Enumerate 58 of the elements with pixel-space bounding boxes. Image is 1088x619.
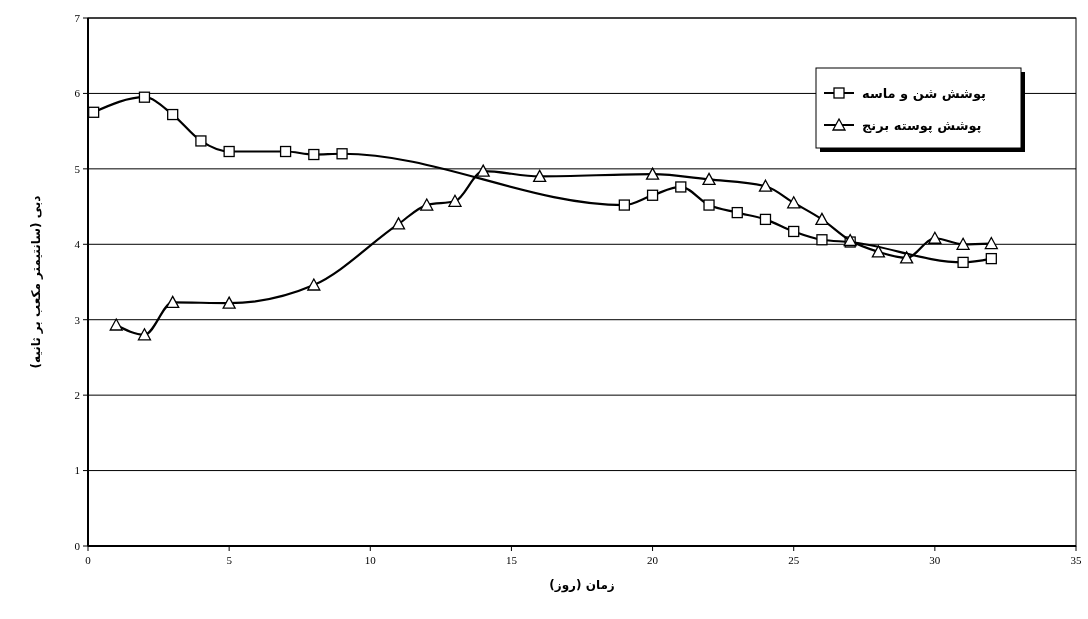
point bbox=[816, 234, 828, 246]
point bbox=[815, 212, 829, 226]
point bbox=[731, 206, 743, 219]
y-axis-title: دبی (سانتیمتر مکعب بر ثانیه) bbox=[29, 195, 43, 369]
y-tick-label: 0 bbox=[74, 539, 81, 552]
point bbox=[336, 148, 348, 160]
x-tick-label: 5 bbox=[226, 554, 233, 566]
point bbox=[307, 278, 321, 291]
point bbox=[899, 251, 914, 264]
point bbox=[985, 252, 997, 265]
point bbox=[871, 245, 886, 258]
point bbox=[279, 145, 292, 158]
y-tick-label: 5 bbox=[74, 162, 81, 175]
legend-label: پوشش پوسته برنج bbox=[862, 117, 982, 133]
point bbox=[758, 179, 773, 192]
legend-label: پوشش شن و ماسه bbox=[862, 85, 986, 101]
y-tick-label: 4 bbox=[74, 238, 81, 251]
x-tick-label: 20 bbox=[647, 554, 659, 566]
point bbox=[420, 198, 434, 211]
point bbox=[88, 106, 100, 118]
y-tick-label: 1 bbox=[74, 464, 80, 477]
point bbox=[137, 328, 152, 341]
x-tick-label: 35 bbox=[1070, 554, 1082, 566]
point bbox=[759, 213, 772, 226]
point bbox=[195, 135, 207, 147]
point bbox=[928, 231, 942, 244]
point bbox=[787, 196, 801, 209]
x-tick-label: 0 bbox=[85, 554, 92, 566]
x-axis-title: زمان (روز) bbox=[549, 578, 615, 593]
x-tick-label: 15 bbox=[505, 554, 518, 566]
point bbox=[167, 108, 179, 121]
point bbox=[702, 172, 716, 186]
y-tick-label: 3 bbox=[74, 313, 81, 326]
point bbox=[308, 148, 320, 161]
point bbox=[645, 167, 660, 180]
point bbox=[448, 194, 462, 207]
point bbox=[956, 237, 970, 250]
point bbox=[223, 145, 235, 158]
point bbox=[646, 189, 659, 201]
point bbox=[391, 217, 406, 230]
x-tick-label: 10 bbox=[364, 554, 377, 566]
point bbox=[703, 199, 715, 211]
y-tick-label: 6 bbox=[74, 87, 81, 100]
point bbox=[788, 225, 800, 238]
point bbox=[618, 199, 630, 211]
x-tick-label: 25 bbox=[788, 554, 800, 566]
point bbox=[109, 318, 123, 331]
point bbox=[675, 181, 687, 193]
point bbox=[984, 236, 998, 250]
point bbox=[166, 295, 180, 309]
point bbox=[957, 256, 969, 269]
point bbox=[222, 296, 236, 309]
point bbox=[138, 91, 151, 103]
x-tick-label: 30 bbox=[929, 554, 941, 566]
point bbox=[476, 164, 490, 177]
point bbox=[533, 169, 547, 183]
y-tick-label: 2 bbox=[74, 388, 80, 401]
y-tick-label: 7 bbox=[74, 11, 81, 24]
